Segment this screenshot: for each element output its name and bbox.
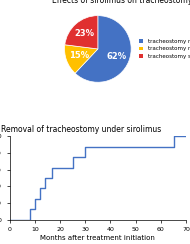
Wedge shape — [65, 45, 98, 73]
Wedge shape — [65, 16, 98, 49]
Text: 62%: 62% — [106, 52, 127, 61]
Text: Removal of tracheostomy under sirolimus: Removal of tracheostomy under sirolimus — [1, 125, 161, 134]
Text: 15%: 15% — [69, 51, 89, 60]
Legend: tracheostomy removal: 62% (8/13), tracheostomy removal planned: 15% (2/13), trac: tracheostomy removal: 62% (8/13), trache… — [138, 38, 190, 60]
X-axis label: Months after treatment initiation: Months after treatment initiation — [40, 235, 155, 241]
Text: Effects of sirolimus on tracheostomy: Effects of sirolimus on tracheostomy — [52, 0, 190, 5]
Wedge shape — [75, 16, 131, 82]
Text: 23%: 23% — [75, 30, 95, 39]
